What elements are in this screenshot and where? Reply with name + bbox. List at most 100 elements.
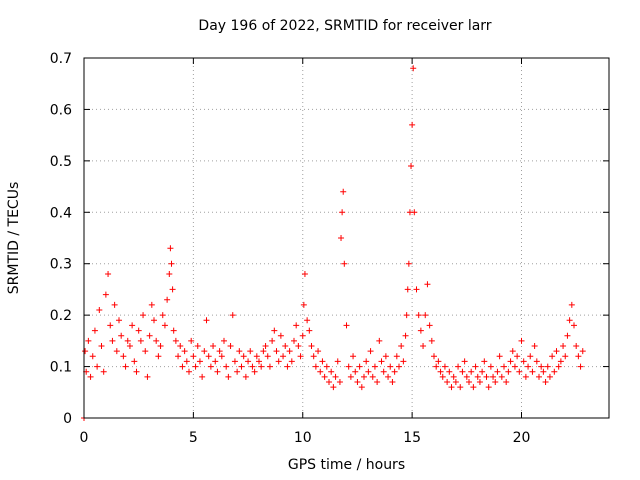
data-point — [167, 245, 174, 252]
data-point — [214, 368, 221, 375]
x-tick-label: 5 — [189, 430, 198, 446]
data-point — [405, 260, 412, 267]
data-point — [293, 322, 300, 329]
data-point — [347, 373, 354, 380]
data-point — [310, 353, 317, 360]
data-point — [100, 368, 107, 375]
data-point — [527, 353, 534, 360]
data-point — [378, 358, 385, 365]
data-point — [312, 363, 319, 370]
data-point — [463, 373, 470, 380]
data-point — [542, 379, 549, 385]
data-point — [466, 379, 472, 385]
data-point — [566, 317, 573, 324]
data-point — [299, 332, 306, 339]
data-point — [361, 373, 367, 380]
data-point — [205, 353, 212, 360]
data-point — [122, 363, 129, 370]
y-tick-label: 0 — [63, 411, 72, 427]
data-point — [326, 379, 332, 385]
data-point — [380, 368, 387, 375]
data-point — [409, 121, 416, 128]
data-point — [155, 353, 162, 360]
data-point — [562, 353, 569, 360]
data-point — [435, 358, 442, 365]
data-point — [385, 373, 392, 380]
data-point — [511, 363, 518, 370]
data-point — [544, 363, 551, 370]
data-point — [240, 353, 247, 360]
data-point — [350, 353, 357, 360]
data-point — [109, 337, 116, 344]
data-point — [509, 348, 516, 355]
data-point — [135, 327, 142, 334]
data-point — [382, 353, 389, 360]
data-point — [157, 343, 164, 349]
data-point — [575, 353, 582, 360]
data-point — [89, 353, 96, 360]
data-point — [553, 348, 560, 355]
x-tick-label: 15 — [403, 430, 421, 446]
data-point — [413, 286, 420, 293]
data-point — [319, 358, 326, 365]
data-point — [146, 332, 153, 339]
data-point — [183, 358, 190, 365]
data-point — [549, 353, 556, 360]
data-point — [341, 260, 348, 267]
data-point — [113, 348, 120, 355]
data-point — [177, 343, 184, 349]
data-point — [168, 260, 175, 267]
y-tick-label: 0.1 — [50, 360, 72, 376]
data-point — [116, 317, 122, 324]
plot-frame — [83, 57, 610, 419]
data-point — [129, 322, 136, 329]
data-point — [286, 348, 293, 355]
data-point — [376, 337, 383, 344]
data-point — [107, 322, 114, 329]
data-point — [363, 358, 370, 365]
data-point — [245, 358, 252, 365]
data-point — [533, 358, 540, 365]
data-point — [579, 348, 586, 355]
data-point — [247, 348, 254, 355]
data-point — [87, 373, 94, 380]
data-point — [225, 373, 232, 380]
data-point — [282, 343, 289, 349]
data-point — [242, 373, 249, 380]
data-point — [140, 312, 147, 319]
data-point — [98, 343, 105, 349]
data-point — [472, 363, 479, 370]
data-point — [249, 363, 256, 370]
data-point — [169, 286, 176, 293]
data-point — [424, 281, 431, 288]
data-point — [525, 363, 532, 370]
data-point — [428, 337, 435, 344]
data-point — [194, 343, 201, 349]
data-point — [91, 327, 98, 334]
data-point — [161, 322, 168, 329]
data-point — [166, 271, 173, 277]
data-point — [568, 301, 575, 308]
data-point — [448, 384, 455, 391]
tick-labels: 0 5 10 15 20 0 0.1 0.2 0.3 0.4 0.5 0.6 0.7 — [50, 51, 531, 446]
data-point — [269, 337, 276, 344]
data-point — [485, 384, 492, 391]
axes — [83, 57, 609, 419]
data-point — [404, 286, 411, 293]
data-point — [391, 368, 398, 375]
data-point — [227, 343, 234, 349]
data-point — [236, 348, 243, 355]
data-point — [277, 332, 284, 339]
data-point — [308, 343, 315, 349]
data-point — [133, 368, 140, 375]
data-point — [262, 343, 269, 349]
data-point — [365, 368, 372, 375]
data-point — [131, 358, 138, 365]
data-point — [126, 343, 133, 349]
data-point — [258, 363, 265, 370]
data-point — [343, 322, 350, 329]
y-tick-label: 0.4 — [50, 205, 72, 221]
data-point — [387, 363, 394, 370]
data-point — [518, 337, 525, 344]
